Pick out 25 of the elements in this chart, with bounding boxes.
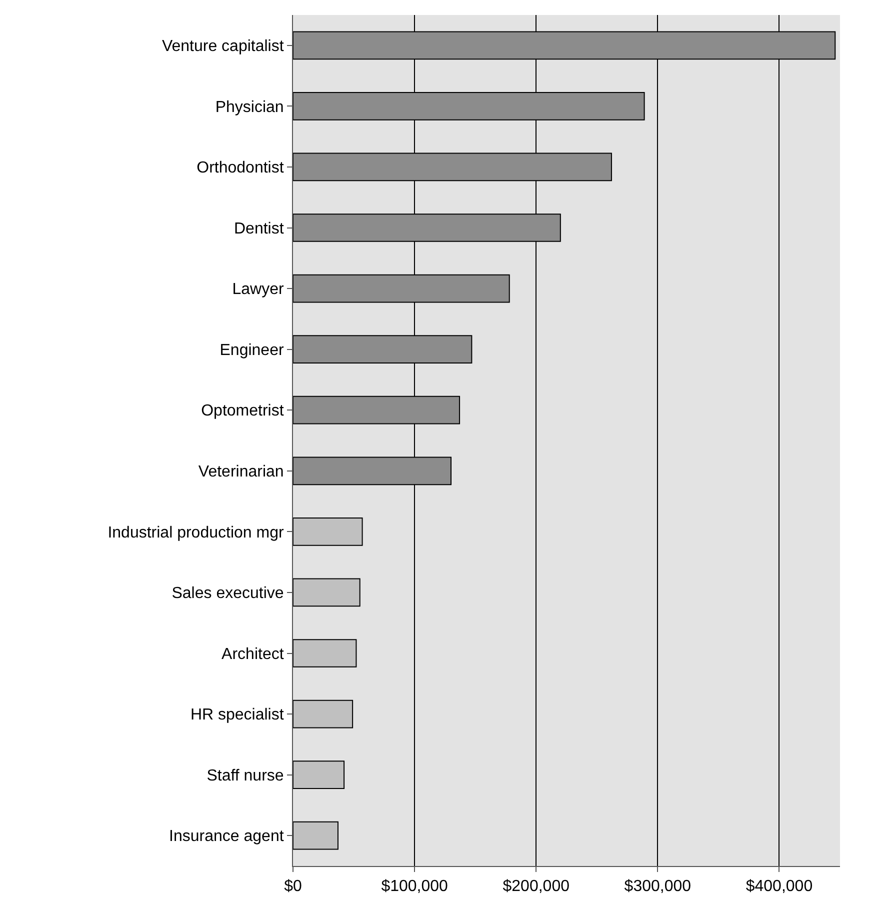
y-tick-label: Orthodontist — [196, 160, 284, 177]
y-tick-label: Veterinarian — [198, 463, 284, 480]
bar — [293, 578, 360, 607]
y-tick-label: Sales executive — [172, 585, 284, 602]
y-tick-label: Staff nurse — [206, 767, 284, 784]
y-tick-label: Optometrist — [201, 402, 284, 420]
bar — [293, 700, 354, 728]
y-tick-label: Industrial production mgr — [108, 524, 284, 542]
x-tick-label: $200,000 — [502, 878, 570, 896]
x-tick-label: $300,000 — [624, 878, 692, 896]
y-tick-label: HR specialist — [190, 706, 284, 724]
y-tick-label: Physician — [215, 98, 284, 116]
bar — [293, 639, 357, 668]
y-tick-label: Engineer — [220, 342, 284, 359]
y-tick-label: Lawyer — [232, 281, 284, 298]
x-tick-label: $0 — [284, 878, 302, 896]
y-tick-label: Insurance agent — [169, 828, 284, 846]
y-tick-label: Dentist — [234, 220, 284, 238]
y-tick-label: Venture capitalist — [162, 38, 284, 55]
bar — [293, 518, 363, 546]
x-tick-label: $100,000 — [381, 878, 448, 896]
bar — [293, 821, 338, 850]
y-tick-label: Architect — [222, 646, 284, 663]
x-tick-label: $400,000 — [746, 878, 813, 896]
bar — [293, 760, 345, 789]
